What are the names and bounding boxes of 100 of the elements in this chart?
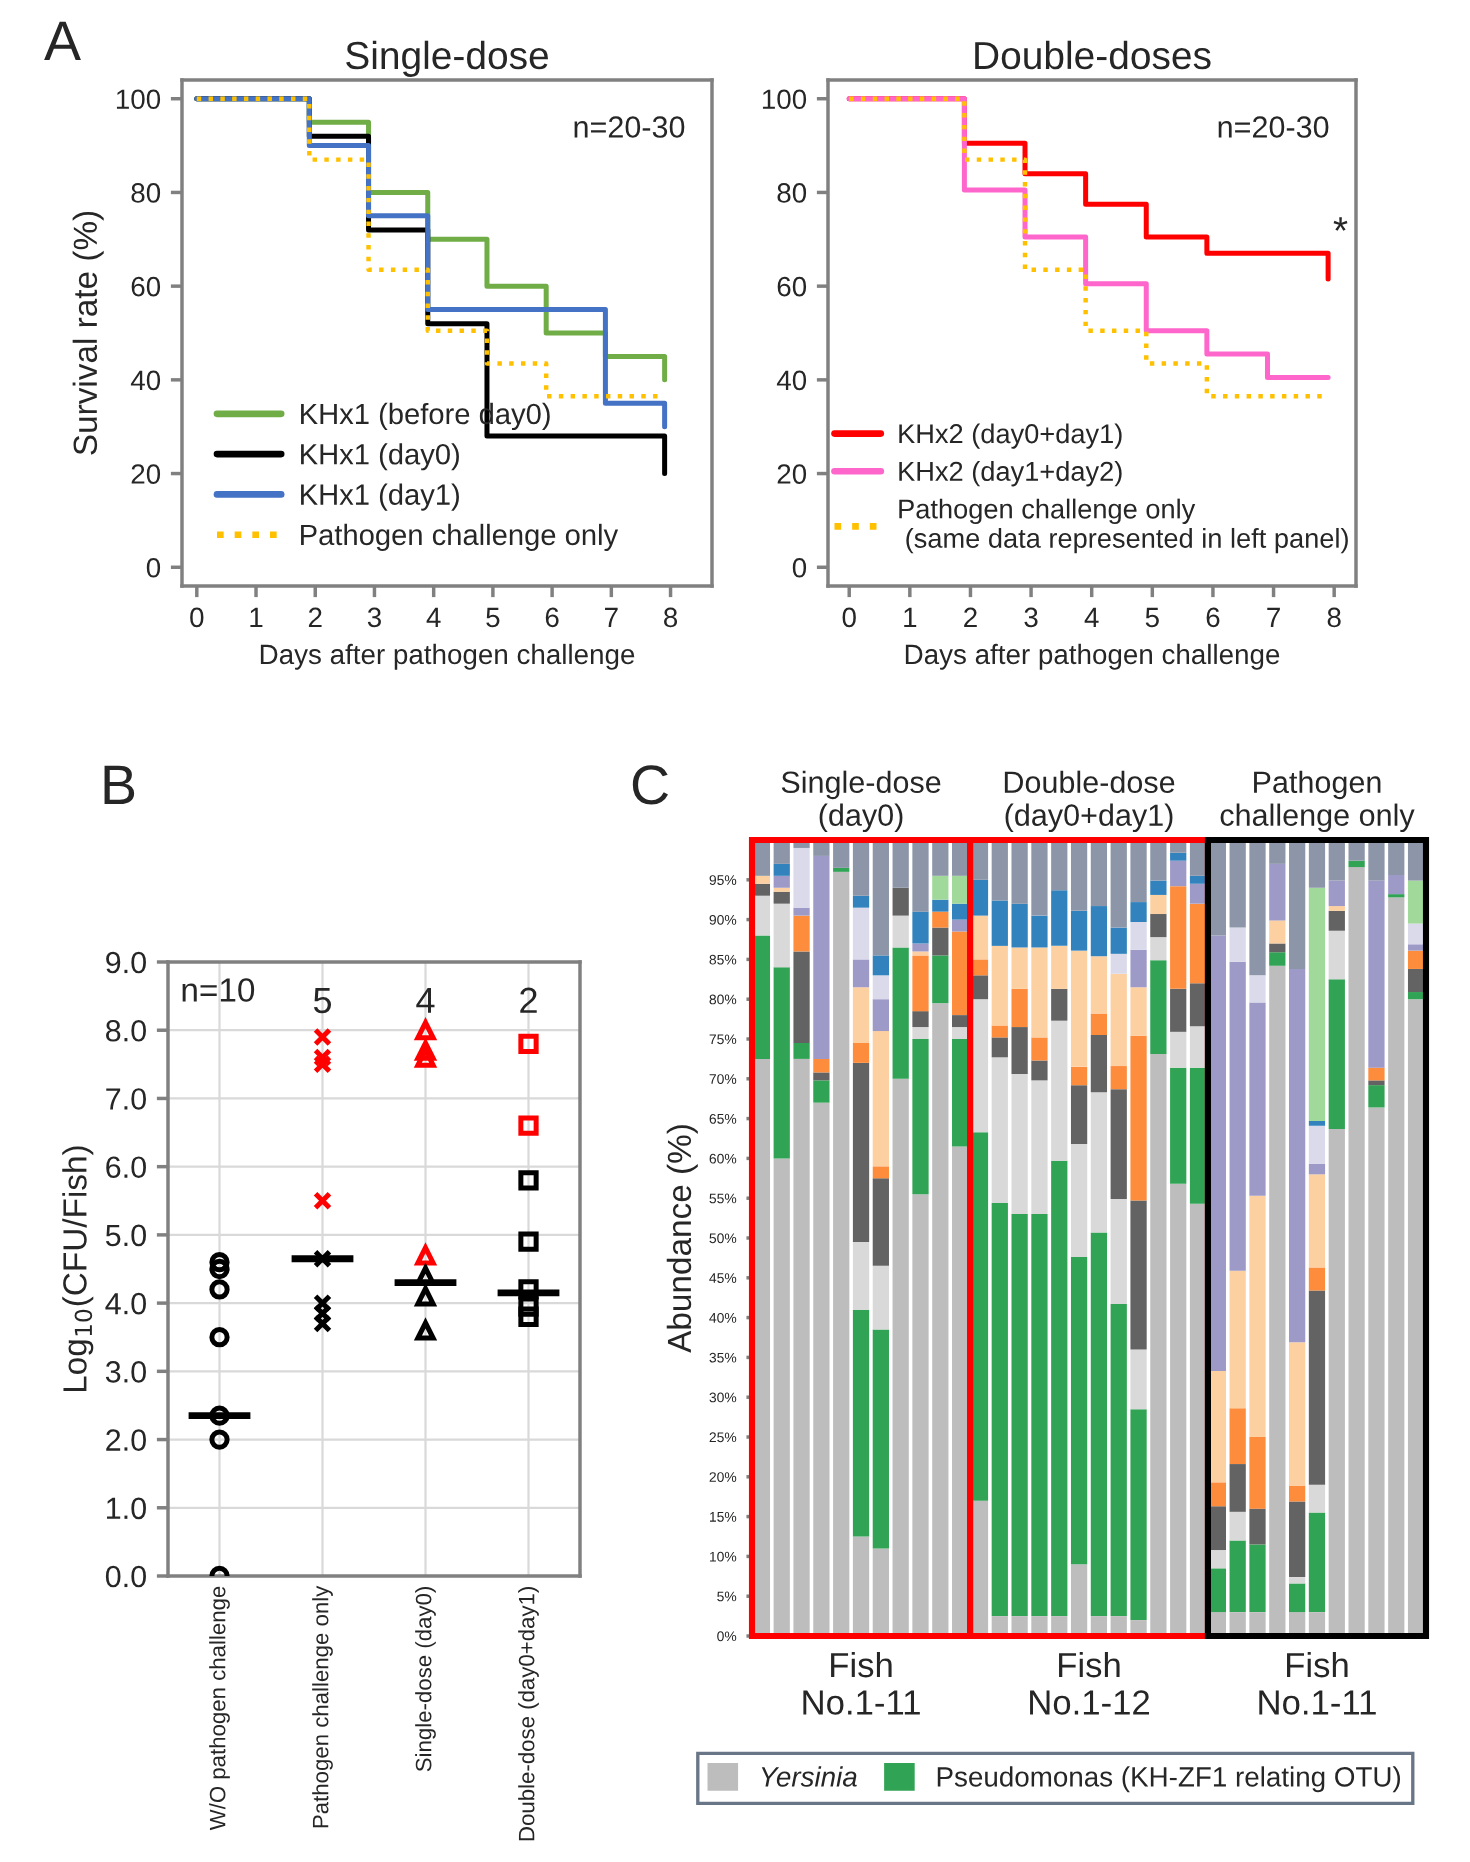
bar	[1308, 887, 1326, 1121]
bar	[1070, 910, 1088, 951]
text: Pathogen challenge only	[1220, 770, 1415, 833]
bar	[1308, 1484, 1326, 1513]
chart-title: Double-doses	[975, 40, 1211, 70]
x-tick-label: 3	[1024, 607, 1038, 628]
bar	[793, 951, 810, 1043]
y-tick-label: 80	[777, 183, 807, 203]
bar	[1209, 840, 1226, 936]
x-tick-label: 7	[605, 607, 618, 627]
bar	[1090, 1035, 1108, 1093]
bar	[932, 927, 949, 956]
bar	[753, 935, 771, 1059]
y-tick-label: 5.0	[105, 1224, 146, 1247]
y-tick-label: 4.0	[105, 1292, 146, 1315]
bar	[1368, 1067, 1385, 1081]
y-tick-label: 2.0	[106, 1429, 146, 1451]
bar	[872, 1265, 889, 1330]
y-tick-label: 0.0	[105, 1565, 146, 1588]
x-tick-label: 0	[190, 607, 204, 628]
bar	[1209, 1506, 1226, 1551]
bar	[793, 915, 810, 952]
bar	[1110, 1199, 1127, 1305]
y-axis-title: Abundance (%)	[666, 1125, 698, 1353]
x-tick-label: 0	[842, 607, 856, 628]
bar	[1090, 1232, 1108, 1617]
y-tick-label: 1.0	[107, 1497, 146, 1520]
legend-label: Yersinia	[761, 1766, 857, 1787]
text: Fish No.1-11	[803, 1651, 920, 1715]
bar	[1170, 886, 1187, 989]
y-tick-label: 7.0	[106, 1088, 146, 1110]
bar	[1209, 1568, 1226, 1613]
bar	[1170, 852, 1187, 861]
x-tick-label: W/O pathogen challenge	[209, 1586, 230, 1831]
bar	[1070, 840, 1088, 911]
bar	[1070, 1085, 1088, 1145]
text: A	[44, 21, 81, 60]
text: Double-dose (day0+day1)	[1004, 770, 1175, 833]
text: B	[104, 765, 135, 804]
bar	[1348, 860, 1365, 868]
bar	[773, 891, 790, 904]
bar	[912, 955, 929, 1012]
bar	[1189, 883, 1207, 904]
bar	[773, 863, 790, 876]
bar	[1130, 949, 1147, 988]
x-axis-title: Days after pathogen challenge	[260, 643, 635, 670]
x-tick-label: 3	[367, 607, 381, 628]
bar	[912, 1011, 929, 1028]
bar	[813, 1080, 830, 1103]
bar	[1269, 920, 1286, 944]
bar	[773, 875, 790, 888]
bar	[1170, 1031, 1187, 1068]
x-tick-label: Double-dose (day0+day1)	[518, 1587, 539, 1841]
bar	[1170, 1067, 1187, 1184]
y-tick-label: 40	[130, 370, 161, 391]
x-tick-label: 7	[1267, 607, 1280, 627]
bar	[872, 1178, 889, 1266]
bar	[1407, 999, 1425, 1636]
bar	[1289, 1501, 1306, 1578]
bar	[1189, 903, 1207, 984]
bar	[1209, 1482, 1226, 1507]
legend-label: KHx2 (day0+day1)	[899, 423, 1122, 449]
annotation: *	[1333, 217, 1348, 231]
y-tick-label: 100	[762, 89, 807, 110]
bar	[1289, 968, 1306, 1343]
x-tick-label: 5	[486, 607, 500, 628]
y-tick-label: 20	[777, 464, 807, 484]
annotation: n=10	[182, 978, 255, 1002]
bar	[1150, 894, 1167, 915]
annotation: n=20-30	[574, 116, 685, 138]
bar	[971, 975, 989, 1000]
y-tick-label: 60	[777, 276, 807, 297]
bar	[852, 1536, 870, 1636]
bar	[1189, 875, 1207, 884]
bar	[1229, 1511, 1246, 1541]
bar	[1070, 1144, 1088, 1258]
bar	[872, 1166, 889, 1179]
bar	[892, 887, 909, 916]
annotation: 2	[520, 987, 537, 1013]
y-tick-label: 0	[792, 557, 807, 578]
bar	[1407, 968, 1425, 993]
bar	[932, 955, 949, 1004]
bar	[852, 959, 870, 988]
bar	[872, 840, 889, 956]
y-tick-label: 100	[116, 89, 161, 110]
bar	[1031, 1037, 1048, 1061]
y-tick-label: 0	[146, 557, 161, 578]
bar	[1150, 880, 1167, 895]
bar	[872, 1031, 889, 1167]
bar	[852, 840, 870, 896]
x-axis-title: Days after pathogen challenge	[905, 643, 1280, 670]
bar	[1209, 1550, 1226, 1569]
bar	[852, 1042, 870, 1063]
bar	[1090, 1013, 1108, 1036]
bar	[932, 875, 949, 900]
text: Fish No.1-12	[1030, 1651, 1150, 1715]
y-tick-label: 6.0	[106, 1156, 146, 1179]
x-tick-label: Pathogen challenge only	[312, 1585, 333, 1828]
y-tick-label: 60	[131, 276, 161, 297]
bar	[1209, 935, 1226, 1371]
